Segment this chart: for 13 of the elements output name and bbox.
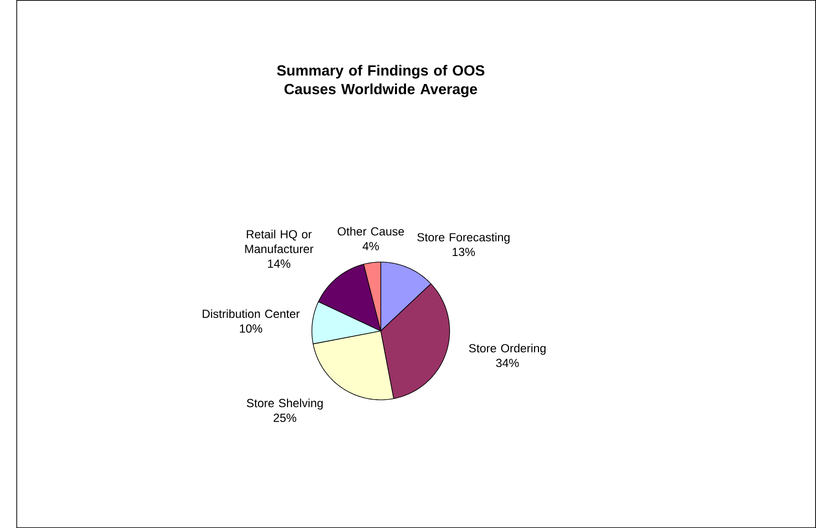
data-label: 13% (452, 248, 475, 256)
slice-label: Retail HQ or Manufacturer (245, 230, 314, 254)
slice-label: Store Shelving (246, 398, 323, 410)
slice-label: Store Ordering (469, 344, 546, 355)
data-label: 10% (240, 324, 262, 333)
chart-title: Summary of Findings of OOS Causes Worldwide Average (277, 64, 484, 98)
data-label: 34% (496, 358, 519, 368)
slice-label: Store Forecasting (417, 232, 510, 244)
slice-label: Other Cause (338, 226, 404, 236)
data-label: 4% (362, 242, 379, 250)
data-label: 25% (274, 414, 296, 422)
slice-label: Distribution Center (202, 309, 300, 318)
data-label: 14% (268, 259, 290, 268)
